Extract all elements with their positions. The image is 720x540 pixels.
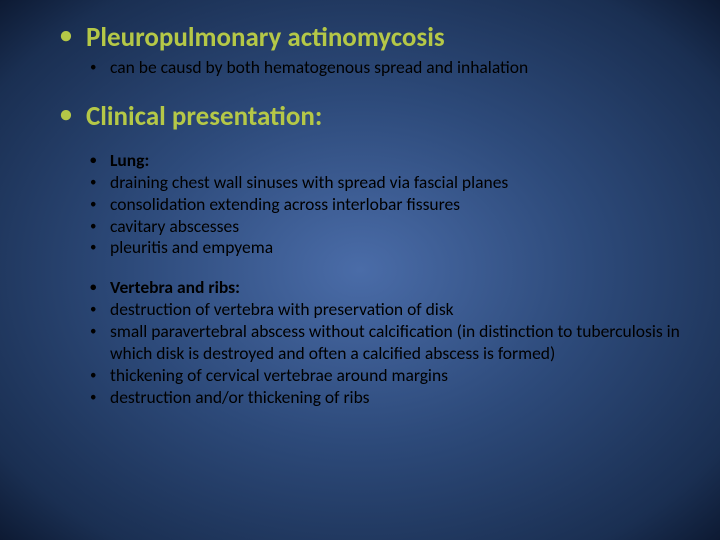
group1-header: Lung: bbox=[40, 150, 680, 172]
section-heading: Clinical presentation: bbox=[40, 101, 680, 132]
slide-title: Pleuropulmonary actinomycosis bbox=[40, 22, 680, 53]
list-item: small paravertebral abscess without calc… bbox=[40, 321, 680, 365]
slide-subtitle: can be causd by both hematogenous spread… bbox=[40, 57, 680, 79]
slide-body: Pleuropulmonary actinomycosis can be cau… bbox=[0, 0, 720, 540]
list-item: thickening of cervical vertebrae around … bbox=[40, 365, 680, 387]
list-item: cavitary abscesses bbox=[40, 216, 680, 238]
list-item: pleuritis and empyema bbox=[40, 237, 680, 259]
list-item: destruction of vertebra with preservatio… bbox=[40, 299, 680, 321]
group2-header: Vertebra and ribs: bbox=[40, 277, 680, 299]
list-item: destruction and/or thickening of ribs bbox=[40, 387, 680, 409]
list-item: draining chest wall sinuses with spread … bbox=[40, 172, 680, 194]
list-item: consolidation extending across interloba… bbox=[40, 194, 680, 216]
slide-list: Pleuropulmonary actinomycosis can be cau… bbox=[40, 22, 680, 409]
